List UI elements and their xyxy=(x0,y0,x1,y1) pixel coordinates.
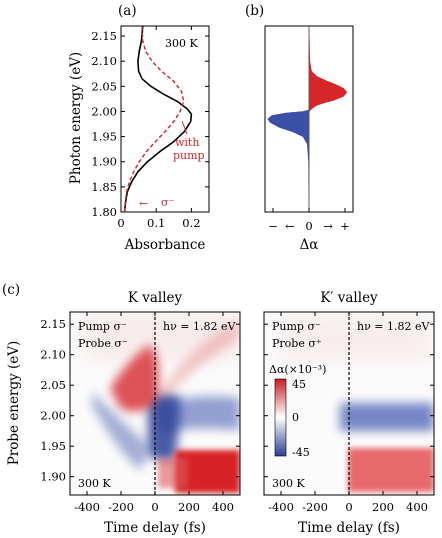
k-heat-red-blob xyxy=(110,345,159,412)
panel-a-yticks: 1.80 1.85 1.90 1.95 2.00 2.05 2.10 2.15 xyxy=(91,29,209,219)
panel-c-ylabel: Probe energy (eV) xyxy=(6,341,22,466)
panel-b-zero: 0 xyxy=(305,219,312,233)
delta-alpha-negative-fill xyxy=(267,109,310,213)
k-valley-title: K valley xyxy=(128,290,183,306)
k-valley-xtick-label-2: 0 xyxy=(151,500,158,514)
panel-a-curves xyxy=(123,26,193,212)
k-pump-label: Pump σ⁻ xyxy=(78,320,127,333)
panel-a-ytick-label-1: 1.85 xyxy=(91,180,117,194)
k-valley-xtick-label-3: 200 xyxy=(178,500,200,514)
delta-alpha-positive-fill xyxy=(308,25,348,113)
panel-a-ytick-label-2: 1.90 xyxy=(91,155,117,169)
panel-a-ytick-label-3: 1.95 xyxy=(91,130,117,144)
panel-a-label: (a) xyxy=(118,3,137,19)
panel-a-xticks: 0 0.1 0.2 xyxy=(117,26,201,230)
sigma-arrow: ← xyxy=(139,197,148,210)
panel-c-ytick-label-0: 1.90 xyxy=(40,470,66,484)
panel-b-right-arrow: → xyxy=(323,219,333,233)
colorbar-max: 45 xyxy=(292,378,306,391)
panel-c-yticks: 1.90 1.95 2.00 2.05 2.10 2.15 xyxy=(40,317,434,484)
panel-c-label: (c) xyxy=(2,282,20,298)
panel-b-minus: − xyxy=(268,219,278,233)
kprime-valley-xticks: -400 -200 0 200 400 xyxy=(268,312,428,514)
panel-a-ytick-label-6: 2.10 xyxy=(91,54,117,68)
panel-a-ytick-label-7: 2.15 xyxy=(91,29,117,43)
panel-b-plus: + xyxy=(340,219,350,233)
panel-a-ylabel: Photon energy (eV) xyxy=(68,52,84,184)
with-pump-label-1: with xyxy=(175,136,199,149)
panel-a-ytick-label-0: 1.80 xyxy=(91,205,117,219)
panel-b-xlabel: Δα xyxy=(300,237,319,253)
panel-a-axes xyxy=(120,25,210,213)
panel-a-xlabel: Absorbance xyxy=(124,237,206,253)
k-valley-xtick-label-1: -200 xyxy=(108,500,134,514)
kprime-valley-xtick-label-1: -200 xyxy=(302,500,328,514)
panel-a-ytick-label-4: 2.00 xyxy=(91,104,117,118)
panel-c-ytick-label-2: 2.00 xyxy=(40,409,66,423)
kprime-valley-xtick-label-0: -400 xyxy=(268,500,294,514)
kp-hv-label: hν = 1.82 eV xyxy=(357,320,430,333)
panel-c-ytick-label-4: 2.10 xyxy=(40,348,66,362)
panel-a-xtick-label-2: 0.2 xyxy=(182,216,200,230)
k-temp-label: 300 K xyxy=(78,477,111,490)
colorbar xyxy=(274,378,287,457)
panel-b-fills xyxy=(267,25,348,213)
k-heat-blue-core xyxy=(148,393,180,461)
colorbar-min: -45 xyxy=(292,446,310,459)
panel-a-temp: 300 K xyxy=(165,37,198,50)
absorbance-with-pump-curve xyxy=(123,26,185,212)
kprime-valley-xtick-label-2: 0 xyxy=(345,500,352,514)
panel-a-ytick-label-5: 2.05 xyxy=(91,79,117,93)
kp-heat-upper-tint xyxy=(280,312,430,362)
panel-b: (b) − ← 0 → + Δα xyxy=(245,3,354,253)
k-valley-xlabel: Time delay (fs) xyxy=(104,520,206,536)
kprime-valley-xtick-label-3: 200 xyxy=(372,500,394,514)
panel-b-ticks xyxy=(272,208,346,212)
k-valley-xtick-label-4: 400 xyxy=(212,500,234,514)
kprime-valley-title: K′ valley xyxy=(320,290,378,306)
kp-temp-label: 300 K xyxy=(272,477,305,490)
k-heat-blue-diagonal xyxy=(92,392,148,470)
panel-a-xtick-label-1: 0.1 xyxy=(147,216,165,230)
panel-c-ytick-label-3: 2.05 xyxy=(40,378,66,392)
panel-c-ytick-label-5: 2.15 xyxy=(40,317,66,331)
panel-b-left-arrow: ← xyxy=(285,219,295,233)
k-heat-red-streak xyxy=(160,318,240,398)
panel-a-xtick-label-0: 0 xyxy=(117,216,124,230)
k-probe-label: Probe σ⁻ xyxy=(78,337,128,350)
kp-pump-label: Pump σ⁻ xyxy=(272,320,321,333)
kp-probe-label: Probe σ⁺ xyxy=(272,337,322,350)
k-valley-xticks: -400 -200 0 200 400 xyxy=(74,312,234,514)
with-pump-label-2: pump xyxy=(173,149,205,162)
panel-a: (a) 1.80 1.85 1.90 1.95 2.00 2.05 2.10 2.15 0 0.… xyxy=(68,3,210,253)
panel-c-ytick-label-1: 1.95 xyxy=(40,439,66,453)
colorbar-title: Δα(×10⁻³) xyxy=(269,363,326,376)
kp-heat-blue-band xyxy=(340,403,434,431)
colorbar-mid: 0 xyxy=(292,411,299,424)
k-heat-red-bottom-edge xyxy=(158,458,188,488)
kp-heat-red-bottom xyxy=(348,448,434,492)
k-valley-xtick-label-0: -400 xyxy=(74,500,100,514)
k-hv-label: hν = 1.82 eV xyxy=(163,320,236,333)
kprime-valley-xlabel: Time delay (fs) xyxy=(298,520,400,536)
kprime-valley-xtick-label-4: 400 xyxy=(406,500,428,514)
with-pump-pointer xyxy=(181,120,188,135)
panel-b-label: (b) xyxy=(245,3,264,19)
sigma-label: σ⁻ xyxy=(161,196,175,209)
absorbance-curve xyxy=(123,26,193,212)
panel-c: (c) K valley K′ valley 1.90 1.95 2.00 2.05 xyxy=(2,282,435,536)
